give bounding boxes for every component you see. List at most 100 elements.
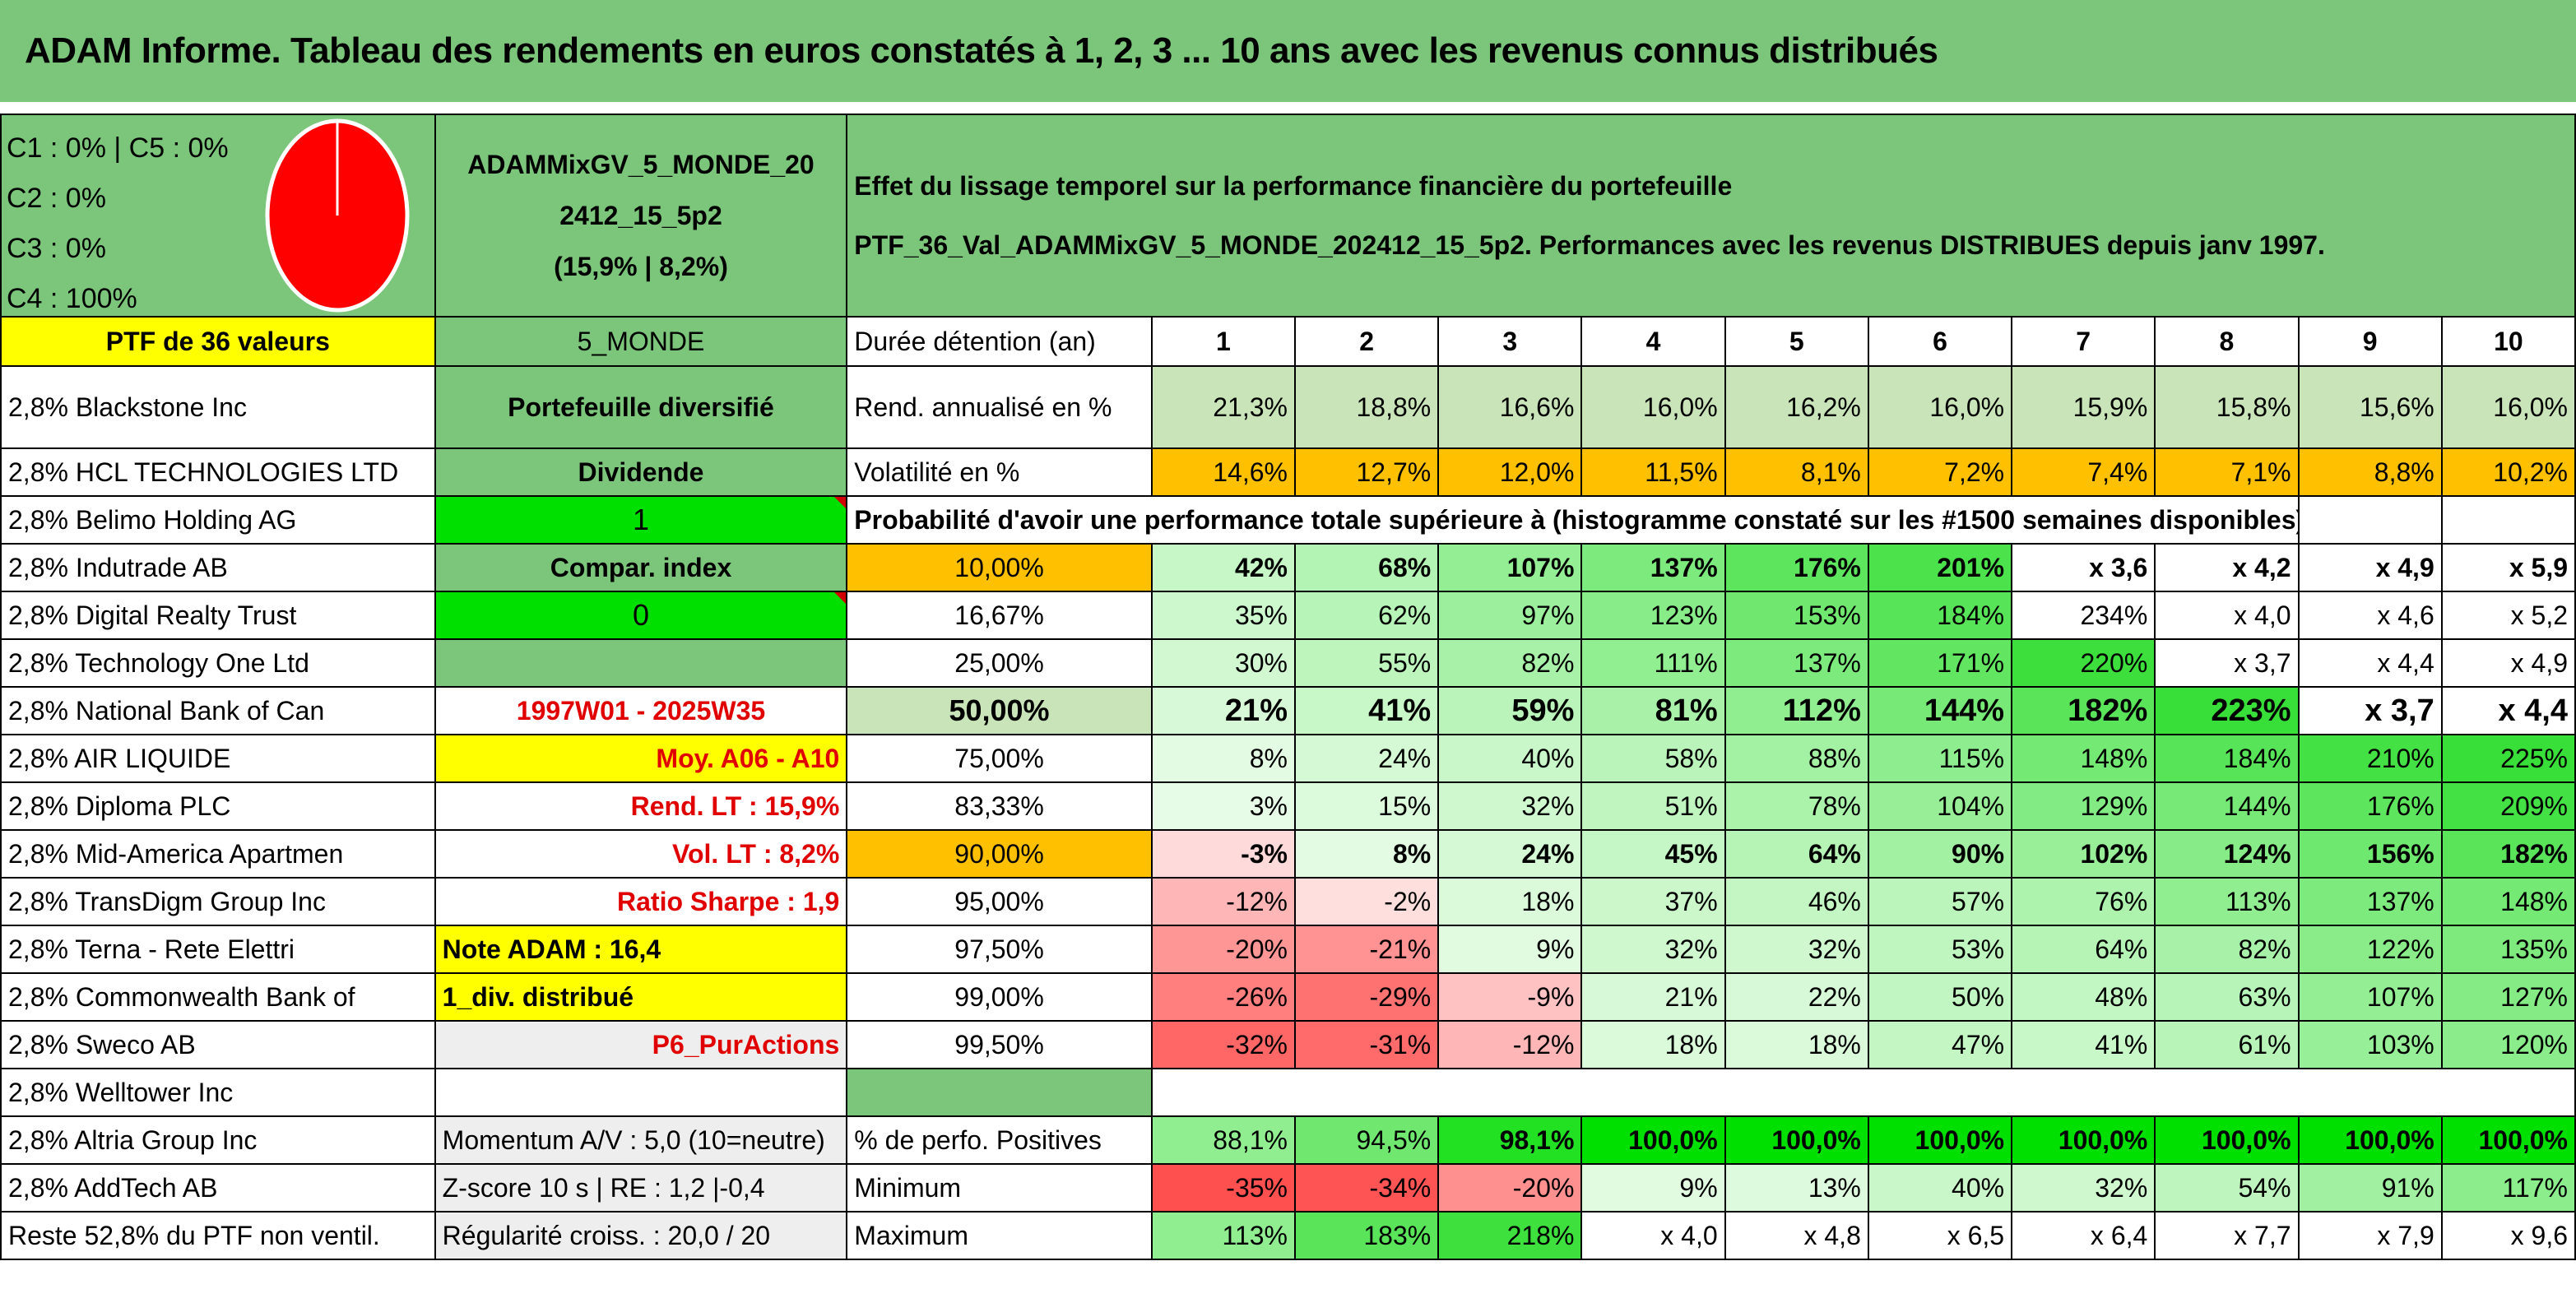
info-regularite: Régularité croiss. : 20,0 / 20 bbox=[434, 1211, 848, 1260]
year-3: 3 bbox=[1437, 316, 1583, 367]
empty-green-cell bbox=[846, 1068, 1153, 1117]
info-sharpe: Ratio Sharpe : 1,9 bbox=[434, 877, 848, 926]
prob-value: 97% bbox=[1437, 591, 1583, 640]
prob-value: 182% bbox=[2011, 686, 2156, 735]
pos-value: 88,1% bbox=[1150, 1115, 1296, 1165]
fund-name-cell: ADAMMixGV_5_MONDE_20 2412_15_5p2 (15,9% … bbox=[434, 114, 848, 318]
fund-name-line2: 2412_15_5p2 bbox=[559, 201, 722, 230]
prob-value: 234% bbox=[2011, 591, 2156, 640]
comment-marker bbox=[834, 498, 846, 508]
prob-level: 50,00% bbox=[846, 686, 1153, 735]
prob-title: Probabilité d'avoir une performance tota… bbox=[846, 495, 2300, 545]
prob-value: 68% bbox=[1293, 543, 1440, 592]
prob-value: 115% bbox=[1867, 734, 2013, 783]
vol-value: 7,4% bbox=[2011, 447, 2156, 497]
prob-value: 120% bbox=[2440, 1020, 2576, 1069]
prob-value: 148% bbox=[2440, 877, 2576, 926]
holding-name: 2,8% Diploma PLC bbox=[0, 781, 436, 831]
prob-level: 97,50% bbox=[846, 925, 1153, 974]
holding-name: 2,8% Welltower Inc bbox=[0, 1068, 436, 1117]
prob-level: 90,00% bbox=[846, 829, 1153, 879]
year-5: 5 bbox=[1724, 316, 1869, 367]
vol-value: 12,0% bbox=[1437, 447, 1583, 497]
vol-value: 14,6% bbox=[1150, 447, 1296, 497]
prob-value: 78% bbox=[1724, 781, 1869, 831]
prob-value: 37% bbox=[1580, 877, 1726, 926]
info-vol_lt: Vol. LT : 8,2% bbox=[434, 829, 848, 879]
info-moy-text: Moy. A06 - A10 bbox=[656, 743, 840, 773]
prob-level: 10,00% bbox=[846, 543, 1153, 592]
prob-value: x 3,6 bbox=[2011, 543, 2156, 592]
prob-row: 2,8% Sweco AB P6_PurActions 99,50% -32% -31%… bbox=[0, 1020, 2576, 1069]
prob-value: 171% bbox=[1867, 638, 2013, 688]
max-label: Maximum bbox=[846, 1211, 1153, 1260]
prob-value: 62% bbox=[1293, 591, 1440, 640]
prob-row: 2,8% Indutrade AB Compar. index 10,00% 42% 6… bbox=[0, 543, 2576, 592]
prob-value: 57% bbox=[1867, 877, 2013, 926]
prob-value: 144% bbox=[2154, 781, 2300, 831]
prob-row: 2,8% Diploma PLC Rend. LT : 15,9% 83,33% 3%… bbox=[0, 781, 2576, 831]
max-value: x 4,8 bbox=[1724, 1211, 1869, 1260]
prob-value: 40% bbox=[1437, 734, 1583, 783]
allocation-pie-chart bbox=[265, 118, 410, 313]
info-portefeuille: Portefeuille diversifié bbox=[434, 365, 848, 449]
prob-level: 99,00% bbox=[846, 972, 1153, 1022]
max-value: 113% bbox=[1150, 1211, 1296, 1260]
prob-value: 153% bbox=[1724, 591, 1869, 640]
info-one-value: 1 bbox=[632, 503, 649, 536]
prob-value: 18% bbox=[1724, 1020, 1869, 1069]
prob-value: 137% bbox=[2297, 877, 2443, 926]
prob-value: x 5,9 bbox=[2440, 543, 2576, 592]
prob-value: x 4,6 bbox=[2297, 591, 2443, 640]
prob-value: -26% bbox=[1150, 972, 1296, 1022]
prob-value: 48% bbox=[2011, 972, 2156, 1022]
probability-rows: 2,8% Indutrade AB Compar. index 10,00% 42% 6… bbox=[0, 543, 2576, 1117]
prob-value: 135% bbox=[2440, 925, 2576, 974]
allocation-c4: C4 : 100% bbox=[7, 283, 137, 314]
prob-title-row: 2,8% Belimo Holding AG 1 Probabilité d'a… bbox=[0, 495, 2576, 545]
vol-value: 7,1% bbox=[2154, 447, 2300, 497]
rend-value: 16,0% bbox=[1580, 365, 1726, 449]
prob-level: 16,67% bbox=[846, 591, 1153, 640]
info-p6: P6_PurActions bbox=[434, 1020, 848, 1069]
prob-value: 32% bbox=[1437, 781, 1583, 831]
rend-value: 18,8% bbox=[1293, 365, 1440, 449]
prob-value: 107% bbox=[2297, 972, 2443, 1022]
min-label: Minimum bbox=[846, 1163, 1153, 1212]
prob-value: 129% bbox=[2011, 781, 2156, 831]
prob-value: -21% bbox=[1293, 925, 1440, 974]
prob-value: 8% bbox=[1150, 734, 1296, 783]
info-rend_lt: Rend. LT : 15,9% bbox=[434, 781, 848, 831]
prob-value: 176% bbox=[2297, 781, 2443, 831]
welltower-row: 2,8% Welltower Inc bbox=[0, 1068, 2576, 1117]
prob-value: 61% bbox=[2154, 1020, 2300, 1069]
info-one: 1 bbox=[434, 495, 848, 545]
holding-name: 2,8% AIR LIQUIDE bbox=[0, 734, 436, 783]
pos-value: 94,5% bbox=[1293, 1115, 1440, 1165]
prob-value: -20% bbox=[1150, 925, 1296, 974]
info-compar-text: Compar. index bbox=[550, 552, 732, 582]
rend-value: 16,2% bbox=[1724, 365, 1869, 449]
rend-label: Rend. annualisé en % bbox=[846, 365, 1153, 449]
returns-table: C1 : 0% | C5 : 0% C2 : 0% C3 : 0% C4 : 1… bbox=[0, 114, 2576, 1260]
max-value: 183% bbox=[1293, 1211, 1440, 1260]
holding-name: 2,8% Sweco AB bbox=[0, 1020, 436, 1069]
vol-value: 7,2% bbox=[1867, 447, 2013, 497]
prob-level: 83,33% bbox=[846, 781, 1153, 831]
prob-value: 41% bbox=[2011, 1020, 2156, 1069]
prob-value: 123% bbox=[1580, 591, 1726, 640]
page-title: ADAM Informe. Tableau des rendements en … bbox=[0, 0, 2576, 102]
prob-value: 156% bbox=[2297, 829, 2443, 879]
prob-row: 2,8% Mid-America Apartmen Vol. LT : 8,2% 9… bbox=[0, 829, 2576, 879]
prob-value: 51% bbox=[1580, 781, 1726, 831]
prob-value: x 3,7 bbox=[2154, 638, 2300, 688]
prob-value: 63% bbox=[2154, 972, 2300, 1022]
prob-row: 2,8% National Bank of Can 1997W01 - 2025W… bbox=[0, 686, 2576, 735]
min-value: 32% bbox=[2011, 1163, 2156, 1212]
prob-row: 2,8% AIR LIQUIDE Moy. A06 - A10 75,00% 8% 24… bbox=[0, 734, 2576, 783]
info-zero: 0 bbox=[434, 591, 848, 640]
year-9: 9 bbox=[2297, 316, 2443, 367]
holding-name: 2,8% Technology One Ltd bbox=[0, 638, 436, 688]
prob-row: 2,8% Commonwealth Bank of 1_div. distribu… bbox=[0, 972, 2576, 1022]
year-8: 8 bbox=[2154, 316, 2300, 367]
